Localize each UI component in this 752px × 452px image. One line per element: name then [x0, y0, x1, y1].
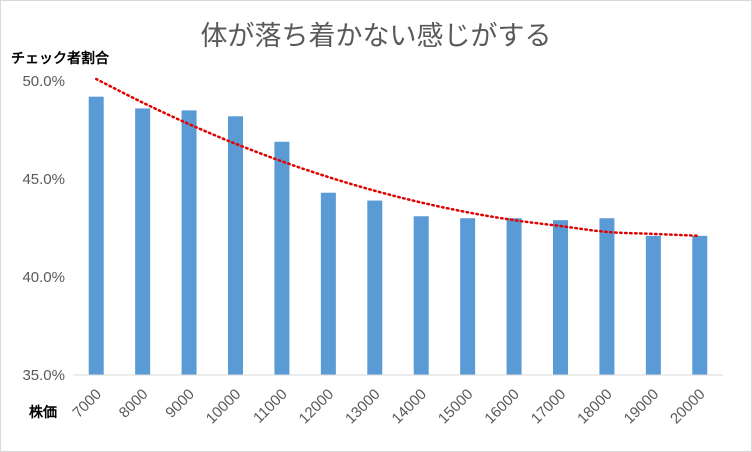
y-tick-label: 50.0%: [22, 73, 65, 90]
y-axis-ticks: 35.0% 40.0% 45.0% 50.0%: [22, 73, 65, 384]
x-tick-label: 13000: [342, 386, 384, 428]
x-tick-label: 12000: [296, 386, 338, 428]
bar: [460, 218, 476, 375]
y-tick-label: 45.0%: [22, 171, 65, 188]
bar: [367, 200, 383, 375]
bar: [506, 218, 522, 375]
x-tick-label: 7000: [69, 386, 105, 422]
bar: [88, 96, 104, 376]
bar: [181, 110, 197, 376]
x-tick-label: 15000: [435, 386, 477, 428]
trendline: [94, 77, 702, 238]
bar: [413, 216, 429, 375]
x-tick-label: 11000: [250, 386, 291, 427]
x-tick-label: 20000: [667, 386, 709, 428]
y-axis-title: チェック者割合: [11, 50, 110, 67]
x-tick-label: 8000: [116, 386, 152, 422]
bar: [599, 218, 615, 375]
x-tick-label: 17000: [528, 386, 570, 428]
x-axis-ticks: 7000 8000 9000 10000 11000 12000 13000 14000 150…: [69, 386, 708, 428]
x-axis-title: 株価: [29, 404, 57, 421]
x-tick-label: 14000: [389, 386, 431, 428]
bar-series: [88, 96, 708, 376]
x-tick-label: 16000: [481, 386, 523, 428]
bar: [692, 235, 708, 375]
chart-title: 体が落ち着かない感じがする: [201, 21, 552, 52]
bar: [228, 116, 243, 375]
y-tick-label: 40.0%: [22, 269, 65, 286]
x-tick-label: 19000: [621, 386, 663, 428]
x-tick-label: 18000: [574, 386, 616, 428]
x-tick-label: 10000: [203, 386, 245, 428]
bar: [274, 141, 290, 375]
x-tick-label: 9000: [162, 386, 198, 422]
bar: [553, 220, 568, 375]
bar: [645, 235, 661, 375]
y-tick-label: 35.0%: [22, 367, 65, 384]
bar: [135, 108, 151, 375]
bar: [320, 192, 336, 375]
